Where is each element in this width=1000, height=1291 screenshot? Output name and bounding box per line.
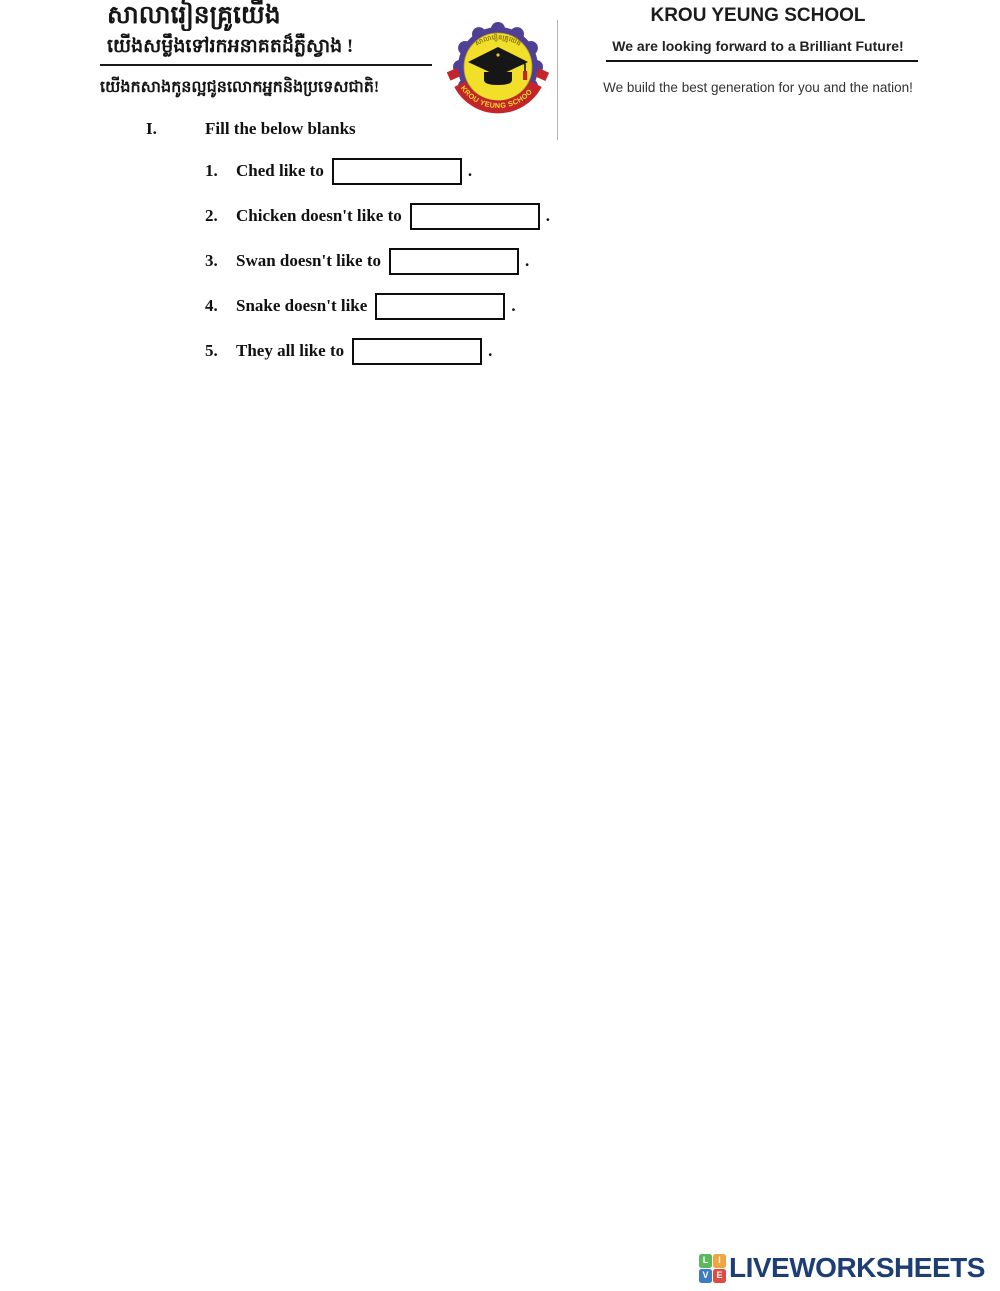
header-right-divider <box>606 60 918 62</box>
question-number: 3. <box>205 251 218 270</box>
answer-input-2[interactable] <box>409 202 540 230</box>
liveworksheets-brand[interactable]: L I V E LIVEWORKSHEETS <box>699 1252 985 1284</box>
question-text: Chicken doesn't like to <box>236 206 402 225</box>
icon-letter-e: E <box>713 1268 726 1283</box>
school-motto-khmer: យើងសម្លឹងទៅរកអនាគតដ៏ភ្លឺស្វាង ! <box>107 36 354 57</box>
header-vertical-divider <box>557 20 558 140</box>
icon-letter-v: V <box>699 1268 712 1283</box>
answer-input-3[interactable] <box>389 247 519 275</box>
question-period: . <box>488 341 493 360</box>
school-logo: សាលារៀនគ្រូយើង KROU YEUNG SCHOOL <box>438 15 557 114</box>
question-number: 2. <box>205 206 218 225</box>
school-name-english: KROU YEUNG SCHOOL <box>650 5 866 26</box>
answer-input-1[interactable] <box>331 157 462 185</box>
question-period: . <box>467 161 473 180</box>
question-row-4: 4. Snake doesn't like . <box>205 291 516 321</box>
question-text: They all like to <box>236 341 345 360</box>
section-title: Fill the below blanks <box>205 119 356 138</box>
liveworksheets-wordmark: LIVEWORKSHEETS <box>729 1252 985 1283</box>
school-logo-icon: សាលារៀនគ្រូយើង KROU YEUNG SCHOOL <box>438 15 550 114</box>
question-period: . <box>545 206 551 225</box>
question-number: 4. <box>205 296 218 315</box>
liveworksheets-icon: L I V E <box>699 1253 726 1283</box>
section-heading: I. Fill the below blanks <box>146 119 356 139</box>
question-row-5: 5. They all like to . <box>205 336 492 366</box>
question-period: . <box>525 251 530 270</box>
question-text: Swan doesn't like to <box>236 251 381 270</box>
school-tagline-english: We build the best generation for you and… <box>603 80 913 95</box>
school-name-khmer: សាលារៀនគ្រូយើង <box>107 2 281 29</box>
question-number: 5. <box>205 341 218 360</box>
header-left-divider <box>100 64 432 66</box>
school-motto-english: We are looking forward to a Brilliant Fu… <box>612 38 904 54</box>
question-row-2: 2. Chicken doesn't like to . <box>205 201 550 231</box>
icon-letter-i: I <box>713 1253 726 1268</box>
question-text: Snake doesn't like <box>236 296 368 315</box>
question-row-1: 1. Ched like to . <box>205 156 472 186</box>
question-number: 1. <box>205 161 218 180</box>
question-period: . <box>511 296 516 315</box>
icon-letter-l: L <box>699 1253 712 1268</box>
answer-input-4[interactable] <box>375 292 506 320</box>
question-row-3: 3. Swan doesn't like to . <box>205 246 529 276</box>
answer-input-5[interactable] <box>352 337 483 365</box>
section-number: I. <box>146 119 157 138</box>
question-text: Ched like to <box>236 161 324 180</box>
school-tagline-khmer: យើងកសាងកូនល្អជូនលោកអ្នកនិងប្រទេសជាតិ! <box>100 79 380 96</box>
